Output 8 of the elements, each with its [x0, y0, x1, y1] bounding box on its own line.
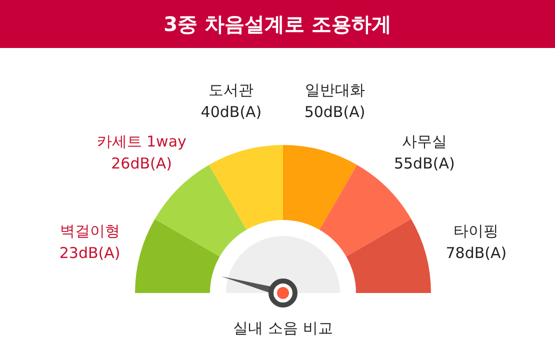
text: 실내 소음 비교	[233, 319, 333, 337]
slice-label: 사무실 55dB(A)	[394, 132, 455, 173]
slice-label: 타이핑 78dB(A)	[446, 222, 507, 262]
slice-label: 도서관 40dB(A)	[200, 80, 262, 121]
chart-title: 3중 차음설계로 조용하게	[164, 12, 392, 36]
slice-label: 일반대화 50dB(A)	[304, 80, 366, 121]
slice-label: 벽걸이형 23dB(A)	[59, 222, 120, 262]
slice-label: 카세트 1way 26dB(A)	[96, 132, 187, 173]
